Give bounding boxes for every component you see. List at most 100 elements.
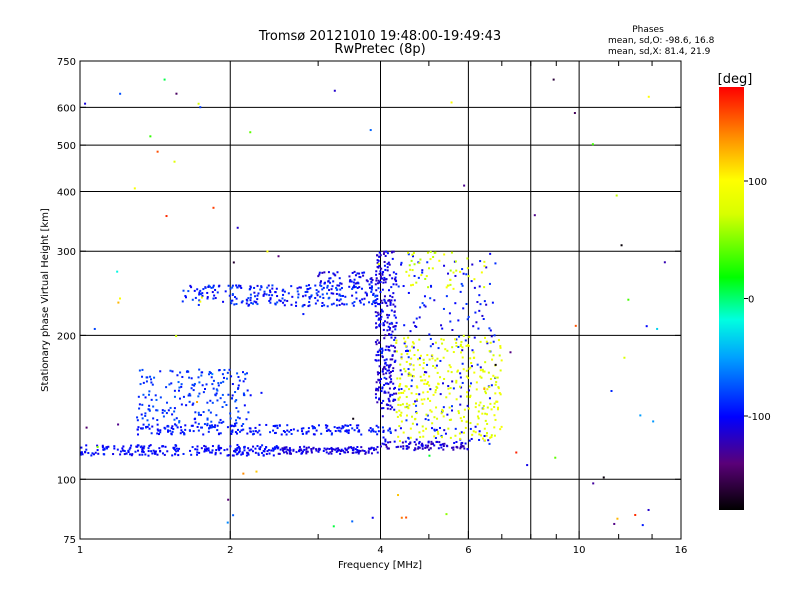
data-point (226, 371, 229, 374)
data-point (413, 275, 416, 278)
data-point (238, 379, 241, 382)
data-point (176, 374, 179, 377)
data-point (242, 428, 245, 431)
data-point (482, 370, 485, 373)
data-point (200, 374, 203, 377)
data-point (127, 451, 130, 454)
data-point (283, 304, 286, 307)
data-point (214, 297, 217, 300)
data-point (329, 281, 332, 284)
data-point (210, 424, 213, 427)
data-point (141, 375, 144, 378)
data-point (386, 266, 389, 269)
data-point (376, 388, 379, 391)
data-point (222, 420, 225, 423)
data-point (358, 430, 361, 433)
data-point (156, 432, 159, 435)
data-point (426, 414, 429, 417)
data-point (278, 452, 281, 455)
data-point (234, 400, 237, 403)
data-point (415, 410, 418, 413)
data-point (138, 369, 141, 372)
data-point (471, 433, 474, 436)
data-point (478, 430, 481, 433)
data-point (260, 285, 263, 288)
data-point (499, 345, 502, 348)
data-point (152, 449, 155, 452)
data-point (434, 341, 437, 344)
data-point (206, 297, 209, 300)
data-point (440, 443, 443, 446)
data-point (396, 377, 399, 380)
data-point (276, 424, 279, 427)
data-point (251, 450, 254, 453)
data-point (451, 409, 454, 412)
data-point (327, 452, 330, 455)
data-point (229, 412, 232, 415)
data-point (410, 379, 413, 382)
data-point (203, 450, 206, 453)
data-point (422, 391, 425, 394)
data-point (316, 294, 319, 297)
data-point (375, 389, 378, 392)
data-point (459, 376, 462, 379)
data-point (460, 446, 463, 449)
data-point (406, 352, 409, 355)
data-point (475, 381, 478, 384)
data-point (386, 269, 389, 272)
data-point (401, 441, 404, 444)
data-point (382, 399, 385, 402)
data-point (391, 358, 394, 361)
data-point (252, 430, 255, 433)
colorbar-tick-label: -100 (748, 412, 771, 423)
data-point (163, 453, 166, 456)
data-point (300, 449, 303, 452)
data-point (90, 454, 93, 457)
data-point (431, 354, 434, 357)
data-point (218, 284, 221, 287)
data-point (338, 294, 341, 297)
data-point (183, 433, 186, 436)
data-point (442, 307, 445, 310)
data-point (389, 430, 392, 433)
data-point (172, 428, 175, 431)
data-point (378, 255, 381, 258)
data-point (445, 513, 448, 516)
data-point (428, 384, 431, 387)
data-point (196, 453, 199, 456)
data-point (155, 409, 158, 412)
data-point (191, 446, 194, 449)
data-point (388, 274, 391, 277)
data-point (262, 454, 265, 457)
data-point (426, 354, 429, 357)
data-point (233, 303, 236, 306)
data-point (616, 517, 619, 520)
data-point (389, 431, 392, 434)
data-point (472, 325, 475, 328)
data-point (371, 303, 374, 306)
data-point (487, 439, 490, 442)
data-point (227, 393, 230, 396)
data-point (384, 391, 387, 394)
data-point (210, 451, 213, 454)
data-point (379, 381, 382, 384)
data-point (231, 383, 234, 386)
data-point (228, 368, 231, 371)
data-point (178, 421, 181, 424)
data-point (262, 449, 265, 452)
data-point (326, 429, 329, 432)
data-point (494, 392, 497, 395)
data-point (175, 447, 178, 450)
data-point (322, 296, 325, 299)
data-point (295, 304, 298, 307)
data-point (478, 438, 481, 441)
data-point (180, 383, 183, 386)
data-point (414, 448, 417, 451)
data-point (437, 432, 440, 435)
data-point (395, 350, 398, 353)
data-point (397, 398, 400, 401)
data-point (408, 388, 411, 391)
data-point (395, 411, 398, 414)
data-point (325, 451, 328, 454)
data-point (388, 399, 391, 402)
